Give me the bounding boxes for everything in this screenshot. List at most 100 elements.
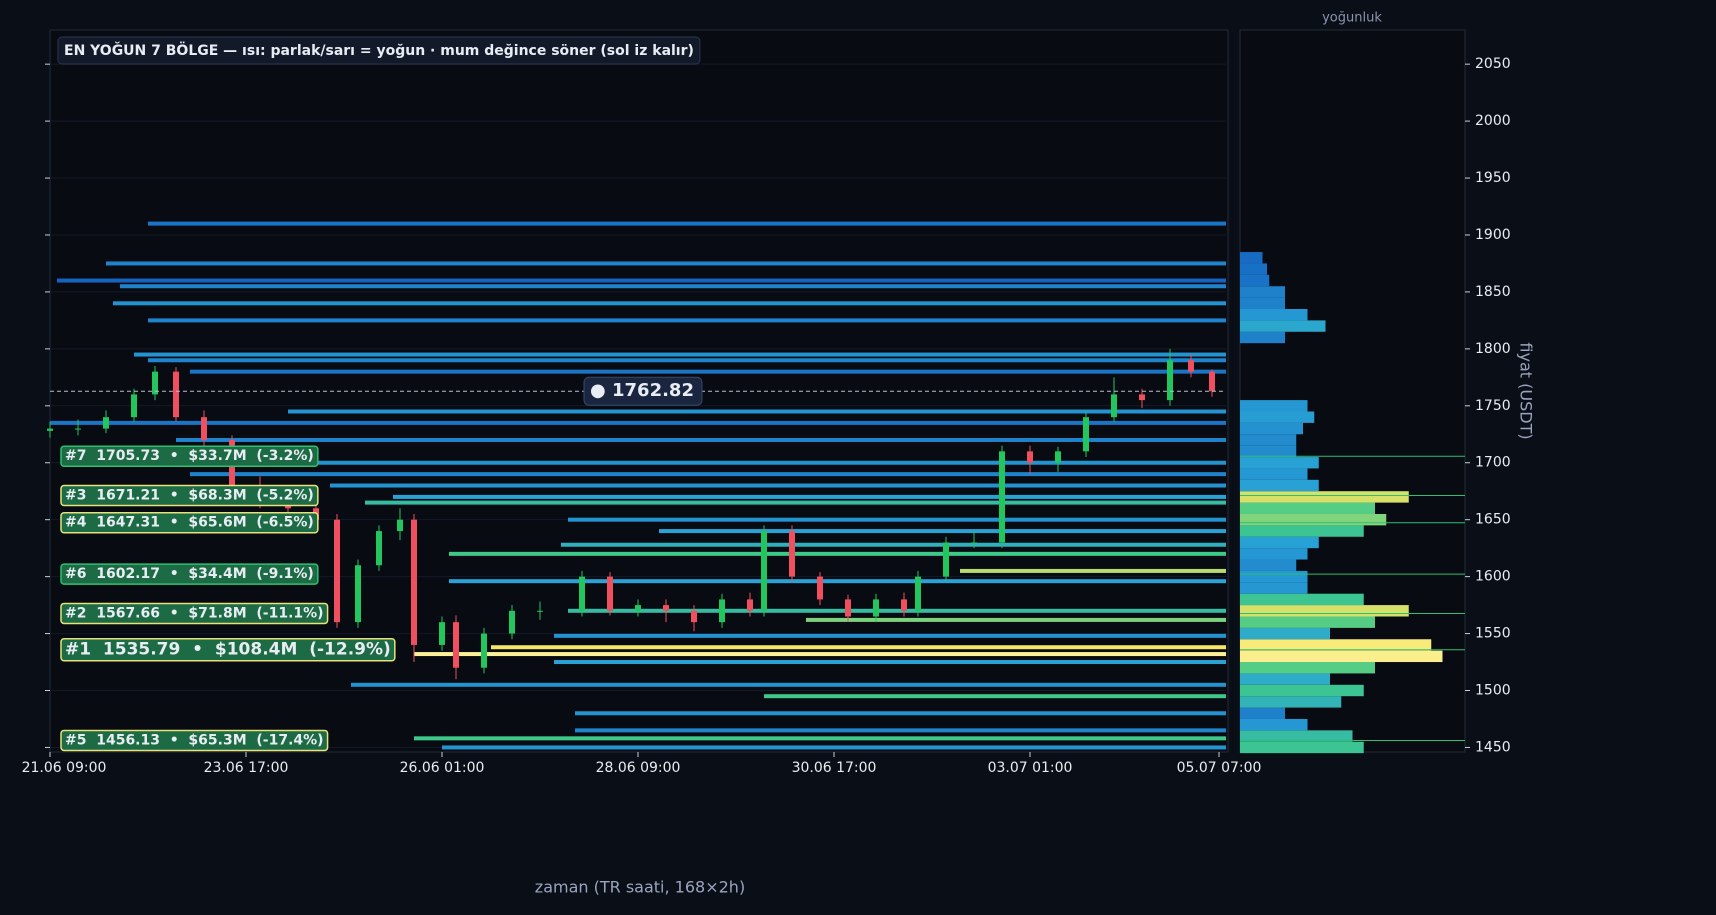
candle-body: [47, 428, 53, 431]
heat-band: [120, 284, 1226, 289]
profile-bar: [1240, 411, 1315, 423]
heat-band: [134, 352, 1226, 357]
heat-band: [414, 652, 1226, 657]
zone-box: [60, 602, 329, 625]
candle-body: [1188, 360, 1194, 372]
y-tick-label: 1450: [1475, 739, 1511, 755]
heat-band: [57, 278, 1226, 283]
y-tick-label: 2000: [1475, 113, 1511, 129]
candle-body: [915, 576, 921, 611]
candle-body: [845, 599, 851, 617]
candle-body: [761, 531, 767, 611]
candle-body: [943, 542, 949, 577]
profile-bar: [1240, 457, 1319, 469]
profile-bar: [1240, 570, 1308, 583]
heat-band: [50, 420, 1226, 425]
profile-bar: [1240, 627, 1330, 640]
heat-band: [960, 568, 1226, 573]
candle-body: [201, 417, 207, 440]
candle-body: [334, 519, 340, 623]
candle-body: [1027, 451, 1033, 463]
candle-body: [719, 599, 725, 623]
zone-box: [60, 511, 319, 534]
zone-box: [60, 729, 329, 752]
heat-band: [288, 409, 1226, 414]
profile-bar: [1240, 491, 1409, 503]
heat-band: [190, 369, 1226, 374]
profile-bar: [1240, 730, 1353, 742]
x-axis-title: zaman (TR saati, 168×2h): [535, 878, 745, 897]
profile-bar: [1240, 605, 1409, 617]
current-price: 1762.82: [612, 380, 694, 401]
heat-band: [393, 494, 1226, 499]
profile-bar: [1240, 593, 1364, 606]
candle-body: [971, 542, 977, 544]
y-tick-label: 1650: [1475, 512, 1511, 528]
x-tick-label: 30.06 17:00: [792, 760, 877, 776]
current-price-box: [583, 376, 703, 406]
heat-band: [365, 500, 1226, 505]
x-tick-label: 26.06 01:00: [400, 760, 485, 776]
zone-label: #7 1705.73 • $33.7M (-3.2%): [65, 448, 314, 464]
candle-body: [355, 565, 361, 623]
candle-body: [131, 394, 137, 418]
heat-band: [442, 745, 1226, 750]
profile-bar: [1240, 468, 1308, 480]
y-tick-label: 1850: [1475, 284, 1511, 300]
candle-body: [509, 610, 515, 634]
heat-band: [561, 542, 1226, 547]
profile-bar: [1240, 252, 1263, 264]
candle-body: [663, 605, 669, 611]
candle-body: [439, 622, 445, 645]
candle-body: [1083, 417, 1089, 452]
y-tick-label: 1700: [1475, 455, 1511, 471]
y-tick-label: 2050: [1475, 56, 1511, 72]
profile-bar: [1240, 718, 1308, 731]
x-tick-label: 23.06 17:00: [204, 760, 289, 776]
profile-bar: [1240, 684, 1364, 697]
heat-band: [113, 301, 1226, 306]
candle-body: [152, 371, 158, 395]
x-tick-label: 21.06 09:00: [22, 760, 107, 776]
heat-band: [148, 318, 1226, 323]
candle-body: [103, 417, 109, 429]
candle-body: [453, 622, 459, 668]
heat-band: [106, 261, 1226, 266]
profile-bar: [1240, 707, 1285, 719]
candle-body: [579, 576, 585, 611]
candle-body: [1209, 371, 1215, 392]
candle-body: [75, 428, 81, 430]
profile-bar: [1240, 274, 1270, 287]
candle-body: [173, 371, 179, 418]
heat-band: [148, 460, 1226, 465]
profile-bar: [1240, 548, 1308, 560]
heat-band: [449, 551, 1226, 556]
y-axis-title: fiyat (USDT): [1517, 342, 1536, 439]
y-tick-label: 1750: [1475, 398, 1511, 414]
candle-body: [1167, 360, 1173, 401]
zone-label: #4 1647.31 • $65.6M (-6.5%): [65, 515, 314, 531]
candle-body: [747, 599, 753, 611]
x-tick-label: 03.07 01:00: [988, 760, 1073, 776]
heat-band: [575, 728, 1226, 733]
profile-bar: [1240, 445, 1297, 458]
zone-box: [60, 563, 319, 585]
x-tick-label: 28.06 09:00: [596, 760, 681, 776]
profile-bar: [1240, 741, 1364, 754]
profile-bar: [1240, 525, 1364, 537]
heat-band: [568, 517, 1226, 522]
profile-bar: [1240, 582, 1308, 594]
profile-bar: [1240, 434, 1297, 446]
y-tick-label: 1500: [1475, 683, 1511, 699]
profile-bar: [1240, 331, 1285, 344]
candle-body: [817, 576, 823, 600]
heat-band: [414, 736, 1226, 741]
profile-bar: [1240, 559, 1297, 571]
profile-bar: [1240, 673, 1330, 685]
candle-body: [873, 599, 879, 617]
heat-band: [568, 608, 1226, 613]
candle-body: [999, 451, 1005, 543]
zone-label: #5 1456.13 • $65.3M (-17.4%): [65, 732, 324, 748]
y-tick-label: 1800: [1475, 341, 1511, 357]
